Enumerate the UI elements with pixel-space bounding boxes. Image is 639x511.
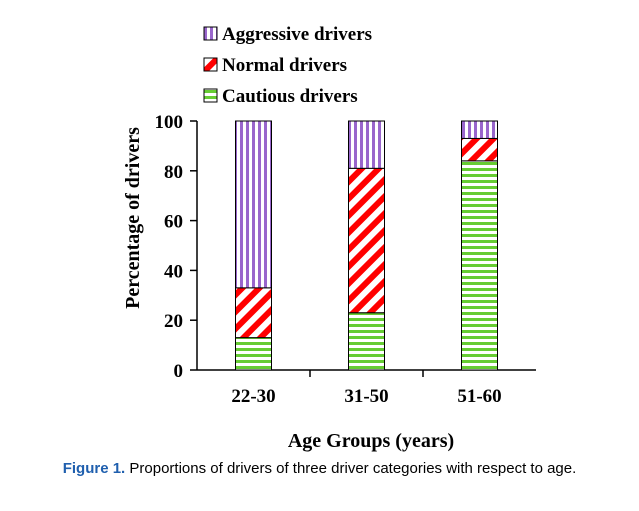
bar-segment-cautious-drivers-51-60 bbox=[461, 160, 498, 371]
y-tick-label: 60 bbox=[164, 212, 183, 233]
bar-group-22-30 bbox=[235, 120, 272, 371]
bar-segment-aggressive-drivers-22-30 bbox=[235, 120, 272, 289]
y-tick-label: 80 bbox=[164, 162, 183, 183]
bar-segment-aggressive-drivers-51-60 bbox=[461, 120, 498, 139]
legend-swatch bbox=[203, 26, 218, 41]
x-tick-label: 22-30 bbox=[231, 386, 275, 407]
x-tick-label: 51-60 bbox=[457, 386, 501, 407]
x-tick-label: 31-50 bbox=[344, 386, 388, 407]
x-axis-title: Age Groups (years) bbox=[288, 430, 454, 452]
bar-segment-normal-drivers-31-50 bbox=[348, 167, 385, 314]
bar-group-31-50 bbox=[348, 120, 385, 371]
legend-item-normal-drivers: Normal drivers bbox=[203, 55, 347, 76]
bar-segment-aggressive-drivers-31-50 bbox=[348, 120, 385, 169]
y-axis: 0 20 40 60 80 100 bbox=[155, 112, 198, 382]
legend-label: Aggressive drivers bbox=[222, 24, 372, 45]
legend-label: Cautious drivers bbox=[222, 86, 358, 107]
legend-swatch bbox=[203, 88, 218, 103]
legend: Aggressive drivers Normal drivers Cautious… bbox=[203, 24, 372, 107]
y-tick-label: 40 bbox=[164, 261, 183, 282]
legend-label: Normal drivers bbox=[222, 55, 347, 76]
bar-segment-normal-drivers-22-30 bbox=[235, 287, 272, 339]
legend-item-aggressive-drivers: Aggressive drivers bbox=[203, 24, 372, 45]
bar-segment-normal-drivers-51-60 bbox=[461, 137, 498, 162]
legend-swatch bbox=[203, 57, 218, 72]
y-tick-label: 0 bbox=[174, 361, 184, 382]
bar-group-51-60 bbox=[461, 120, 498, 371]
bar-segment-cautious-drivers-22-30 bbox=[235, 337, 272, 371]
y-axis-title: Percentage of drivers bbox=[122, 127, 144, 309]
legend-item-cautious-drivers: Cautious drivers bbox=[203, 86, 358, 107]
x-axis: 22-30 31-50 51-60 bbox=[197, 369, 536, 407]
y-tick-label: 100 bbox=[155, 112, 184, 133]
y-tick-label: 20 bbox=[164, 311, 183, 332]
figure-caption: Figure 1. Proportions of drivers of thre… bbox=[0, 460, 639, 477]
stacked-bar-chart: Aggressive drivers Normal drivers Cautious… bbox=[122, 24, 536, 452]
bar-segment-cautious-drivers-31-50 bbox=[348, 312, 385, 371]
caption-text: Proportions of drivers of three driver c… bbox=[129, 460, 577, 477]
caption-label: Figure 1. bbox=[62, 460, 126, 477]
bars bbox=[235, 120, 498, 371]
